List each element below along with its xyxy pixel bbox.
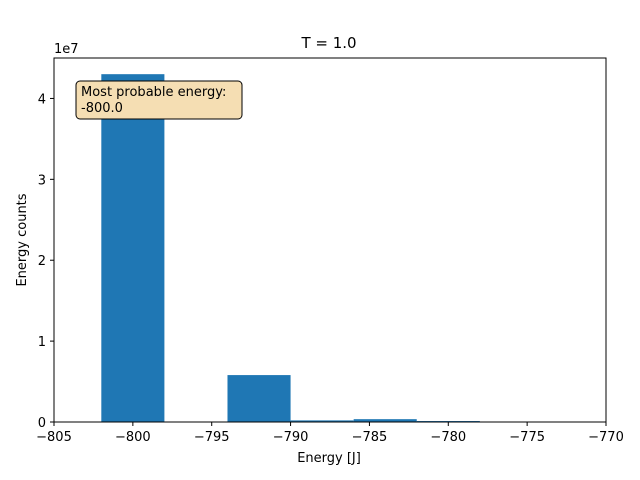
- annotation-line-2: -800.0: [81, 101, 123, 116]
- chart-title: T = 1.0: [300, 34, 356, 52]
- x-tick-label: −780: [430, 430, 466, 445]
- histogram-bar-0: [101, 74, 165, 422]
- x-tick-label: −785: [352, 430, 388, 445]
- x-tick-label: −800: [115, 430, 151, 445]
- x-axis-label: Energy [J]: [297, 451, 361, 466]
- bars-layer: [101, 74, 543, 422]
- y-tick-label: 1: [38, 335, 46, 350]
- y-axis-offset-label: 1e7: [54, 42, 79, 57]
- annotation-line-1: Most probable energy:: [81, 85, 226, 100]
- x-axis-ticks: −805 −800 −795 −790 −785 −780 −775 −770: [36, 422, 624, 445]
- x-tick-label: −770: [588, 430, 624, 445]
- x-tick-label: −805: [36, 430, 72, 445]
- plot-frame: [53, 57, 607, 423]
- y-tick-label: 4: [38, 92, 46, 107]
- y-tick-label: 3: [38, 173, 46, 188]
- y-tick-label: 2: [38, 254, 46, 269]
- x-tick-label: −775: [509, 430, 545, 445]
- y-axis-label: Energy counts: [15, 193, 30, 286]
- x-tick-label: −795: [194, 430, 230, 445]
- x-tick-label: −790: [273, 430, 309, 445]
- histogram-bar-1: [227, 375, 291, 422]
- annotation-box: [75, 80, 243, 120]
- y-axis-ticks: 0 1 2 3 4: [38, 92, 54, 431]
- histogram-bar-2: [290, 420, 354, 422]
- histogram-bar-3: [353, 419, 417, 422]
- most-probable-energy-annotation: Most probable energy: -800.0: [75, 80, 243, 120]
- y-tick-label: 0: [38, 416, 46, 431]
